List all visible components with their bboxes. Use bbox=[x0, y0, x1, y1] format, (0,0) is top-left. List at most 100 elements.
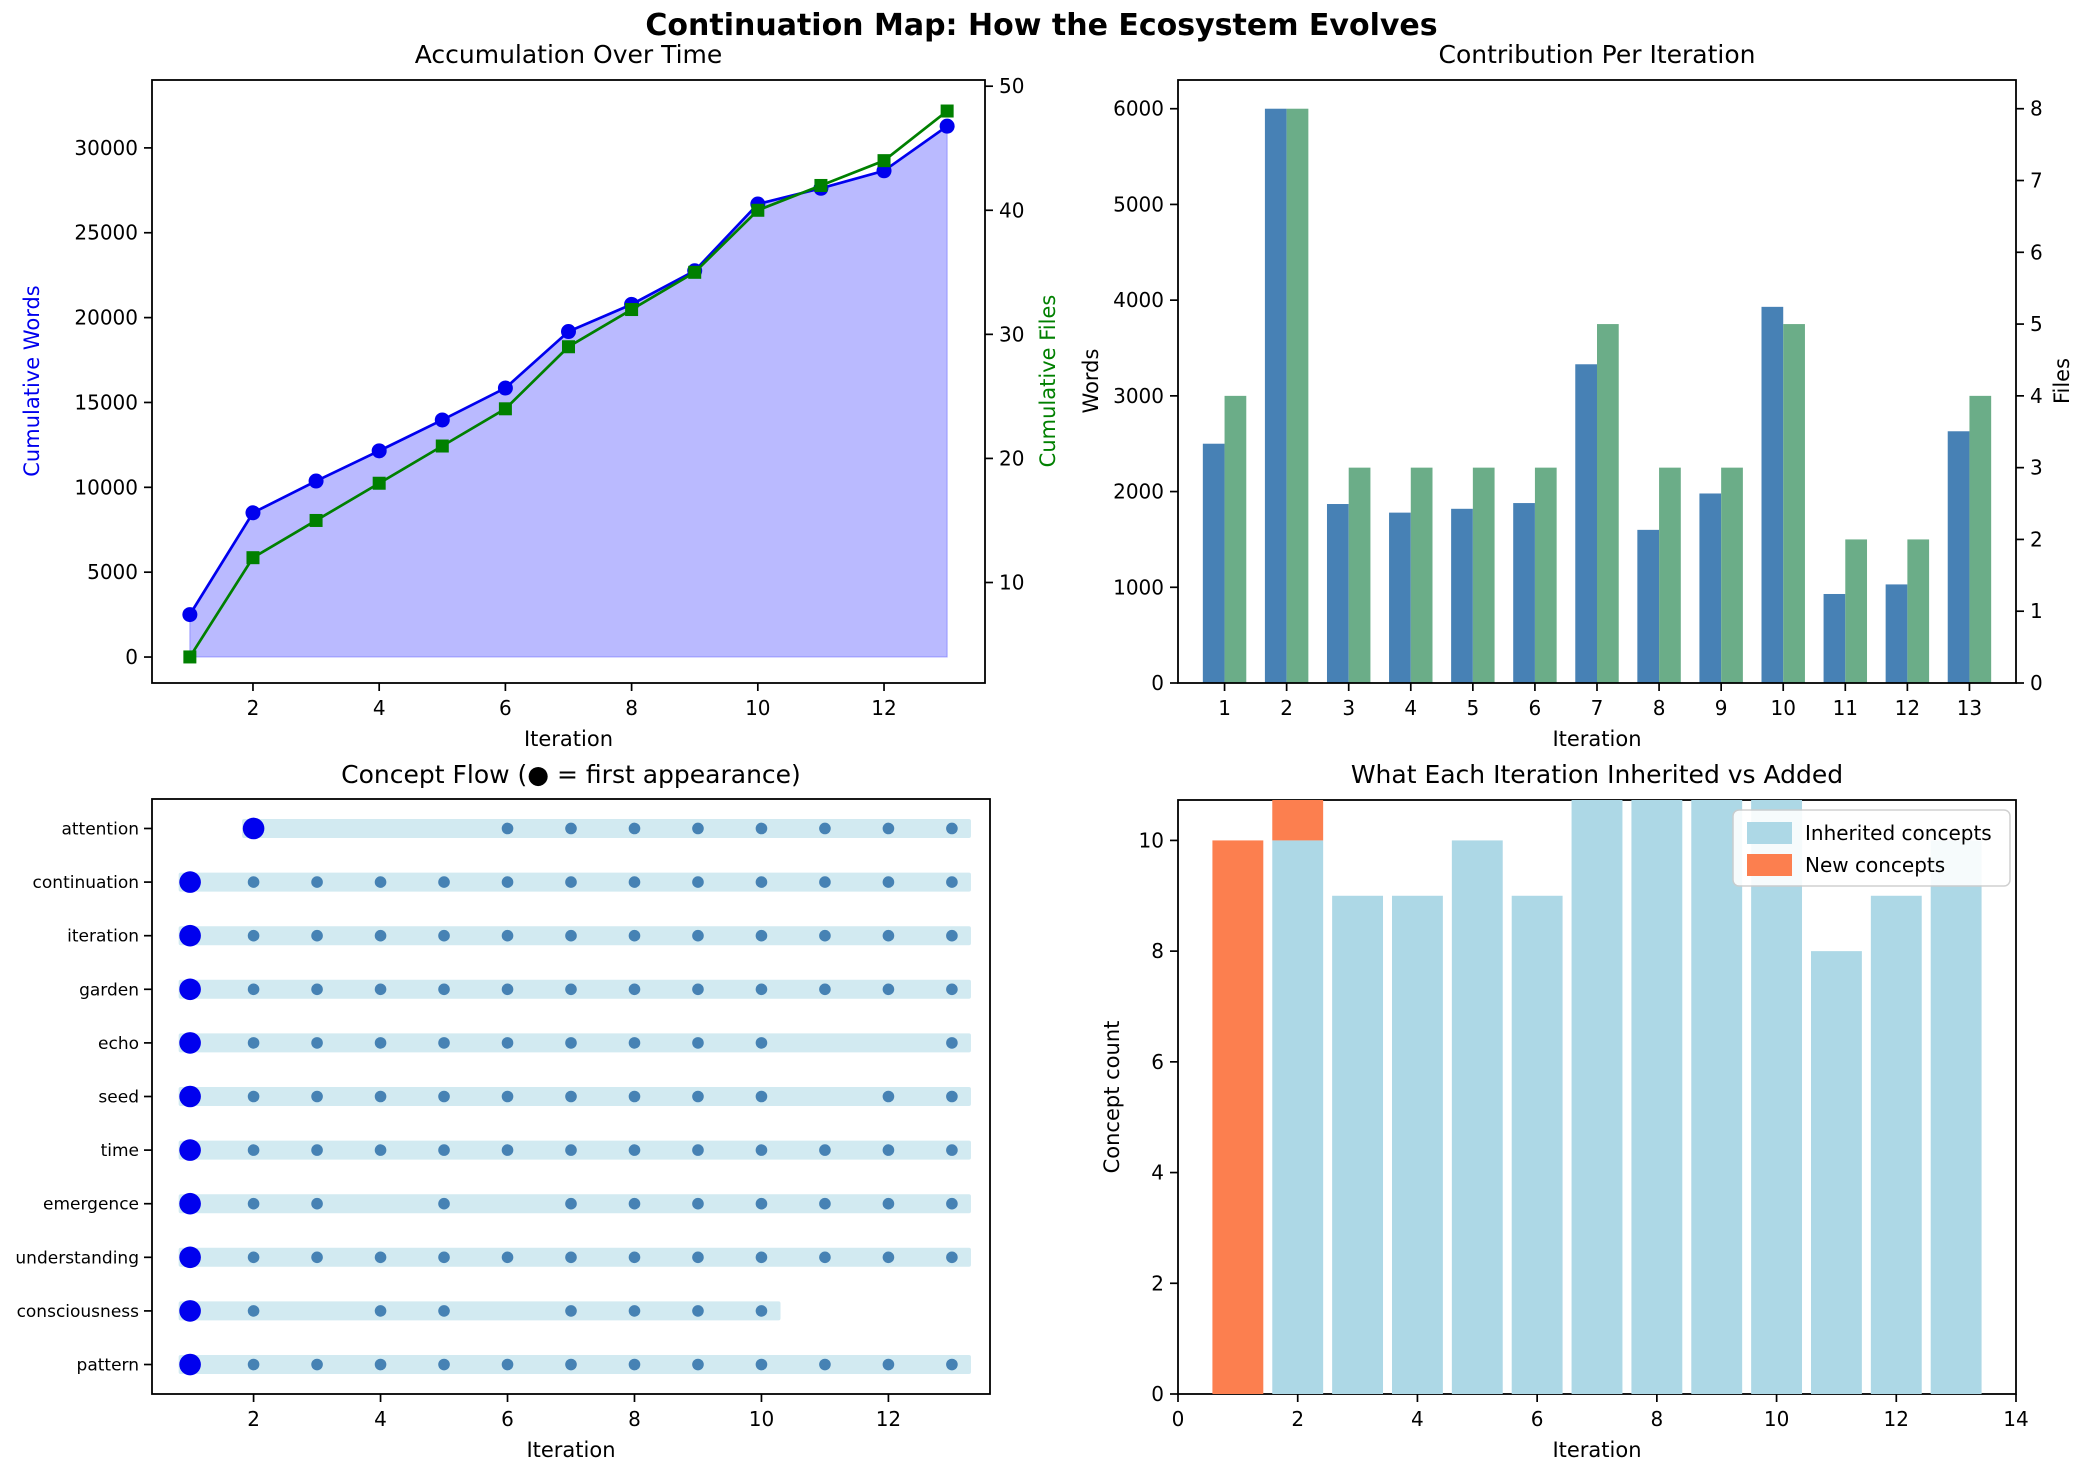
concept-appearance-dot bbox=[755, 1144, 768, 1156]
concept-appearance-dot bbox=[565, 1358, 577, 1371]
inherited-bar bbox=[1511, 895, 1563, 1394]
x-tick-label: 12 bbox=[876, 1407, 901, 1431]
concept-appearance-dot bbox=[247, 1037, 260, 1049]
cumulative-files-point bbox=[309, 513, 323, 527]
cumulative-words-point bbox=[939, 118, 955, 134]
concept-appearance-dot bbox=[692, 1090, 704, 1103]
concept-appearance-dot bbox=[628, 876, 641, 888]
concept-appearance-dot bbox=[247, 1251, 260, 1264]
y-tick-label: 2 bbox=[1151, 1271, 1164, 1295]
concept-appearance-dot bbox=[628, 1251, 641, 1264]
cumulative-files-point bbox=[814, 178, 828, 192]
concept-first-appearance-dot bbox=[242, 817, 265, 840]
concept-appearance-dot bbox=[628, 1037, 641, 1049]
cumulative-words-point bbox=[245, 505, 261, 521]
y-tick-label: 8 bbox=[1151, 939, 1164, 963]
cumulative-files-point bbox=[625, 303, 639, 317]
y-tick-label: 5 bbox=[2030, 312, 2043, 336]
concept-label: echo bbox=[98, 1034, 139, 1054]
y-tick-label: 40 bbox=[999, 198, 1024, 222]
concept-appearance-dot bbox=[628, 822, 641, 835]
y-tick-label: 50 bbox=[999, 74, 1024, 98]
concept-appearance-dot bbox=[946, 983, 958, 996]
concept-appearance-dot bbox=[946, 1090, 958, 1103]
concept-first-appearance-dot bbox=[179, 1353, 201, 1376]
figure-title: Continuation Map: How the Ecosystem Evol… bbox=[645, 8, 1438, 43]
concept-appearance-dot bbox=[692, 1251, 704, 1264]
subplot-title-contribution: Contribution Per Iteration bbox=[1438, 40, 1756, 69]
concept-appearance-dot bbox=[755, 1251, 768, 1264]
words-bar bbox=[1202, 443, 1225, 683]
concept-appearance-dot bbox=[755, 1090, 768, 1103]
concept-appearance-dot bbox=[819, 876, 831, 888]
x-tick-label: 9 bbox=[1715, 696, 1728, 720]
concept-first-appearance-dot bbox=[179, 1085, 201, 1108]
concept-appearance-dot bbox=[247, 1197, 260, 1210]
cumulative-words-point bbox=[434, 412, 450, 428]
concept-appearance-dot bbox=[692, 929, 704, 942]
concept-appearance-dot bbox=[692, 1305, 704, 1317]
concept-appearance-dot bbox=[501, 983, 514, 996]
inherited-bar bbox=[1272, 840, 1324, 1394]
concept-appearance-dot bbox=[374, 1305, 387, 1317]
concept-appearance-dot bbox=[882, 1358, 895, 1371]
x-tick-label: 6 bbox=[1531, 1407, 1544, 1431]
x-tick-label: 2 bbox=[247, 1407, 260, 1431]
concept-appearance-dot bbox=[819, 822, 831, 835]
concept-label: emergence bbox=[43, 1195, 139, 1215]
concept-appearance-dot bbox=[247, 1358, 260, 1371]
concept-appearance-dot bbox=[247, 983, 260, 996]
inherited-bar bbox=[1332, 895, 1384, 1394]
subplot-title-accumulation: Accumulation Over Time bbox=[414, 40, 723, 69]
concept-appearance-dot bbox=[501, 1090, 514, 1103]
concept-label: continuation bbox=[33, 873, 139, 893]
y-tick-label: 25000 bbox=[74, 221, 138, 245]
concept-label: garden bbox=[79, 980, 139, 1000]
x-tick-label: 11 bbox=[1833, 696, 1858, 720]
concept-appearance-dot bbox=[501, 1144, 514, 1156]
y-tick-label: 5000 bbox=[1113, 192, 1164, 216]
y-tick-label: 6 bbox=[1151, 1050, 1164, 1074]
concept-label: attention bbox=[61, 819, 139, 839]
concept-appearance-dot bbox=[692, 1197, 704, 1210]
cumulative-files-point bbox=[246, 551, 260, 565]
new-bar bbox=[1212, 840, 1264, 1394]
subplot-title-concept-flow: Concept Flow (● = first appearance) bbox=[341, 760, 801, 789]
concept-appearance-dot bbox=[311, 983, 323, 996]
words-bar bbox=[1761, 306, 1784, 683]
concept-appearance-dot bbox=[247, 1305, 260, 1317]
y-tick-label: 30 bbox=[999, 322, 1024, 346]
concept-appearance-dot bbox=[755, 1305, 768, 1317]
concept-label: understanding bbox=[15, 1248, 139, 1268]
x-tick-label: 1 bbox=[1218, 696, 1231, 720]
inherited-bar bbox=[1870, 895, 1922, 1394]
concept-appearance-dot bbox=[501, 822, 514, 835]
legend-label-inherited: Inherited concepts bbox=[1805, 821, 1992, 845]
cumulative-files-point bbox=[435, 439, 449, 453]
x-tick-label: 8 bbox=[625, 696, 638, 720]
files-bar bbox=[1659, 467, 1681, 683]
concept-appearance-dot bbox=[819, 1144, 831, 1156]
files-bar bbox=[1597, 324, 1619, 683]
concept-appearance-dot bbox=[438, 1197, 450, 1210]
concept-appearance-dot bbox=[565, 1090, 577, 1103]
cumulative-files-point bbox=[372, 476, 386, 490]
y-tick-label: 4 bbox=[2030, 384, 2043, 408]
concept-appearance-dot bbox=[374, 1090, 387, 1103]
x-tick-label: 8 bbox=[1650, 1407, 1663, 1431]
words-bar bbox=[1264, 108, 1287, 683]
x-tick-label: 6 bbox=[1529, 696, 1542, 720]
x-tick-label: 2 bbox=[1291, 1407, 1304, 1431]
x-tick-label: 4 bbox=[374, 1407, 387, 1431]
concept-appearance-dot bbox=[311, 1037, 323, 1049]
y-axis-label-cumulative-words: Cumulative Words bbox=[20, 285, 44, 477]
concept-label: consciousness bbox=[17, 1302, 140, 1322]
cumulative-words-point bbox=[371, 443, 387, 459]
words-bar bbox=[1885, 584, 1908, 683]
concept-appearance-dot bbox=[565, 1251, 577, 1264]
cumulative-words-point bbox=[182, 607, 198, 623]
concept-appearance-dot bbox=[565, 983, 577, 996]
inherited-bar bbox=[1691, 800, 1743, 1394]
files-bar bbox=[1348, 467, 1371, 683]
